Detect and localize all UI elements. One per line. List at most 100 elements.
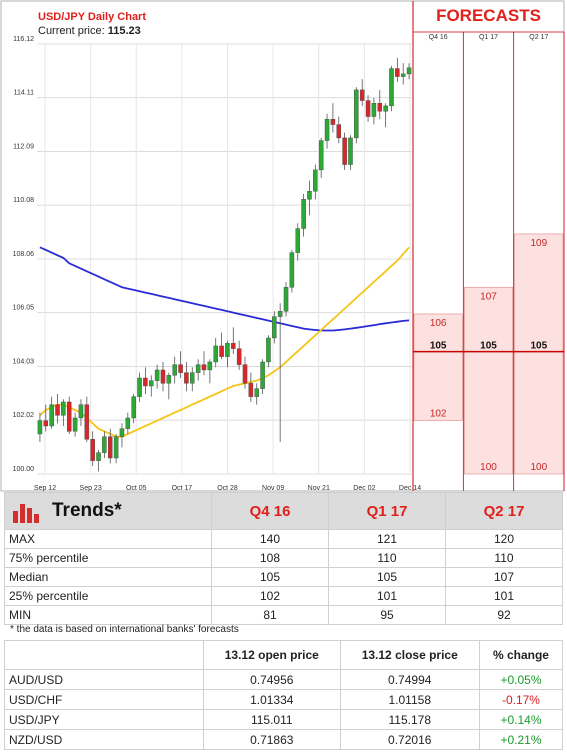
cell-value: 102 — [211, 586, 329, 606]
table-row: 25% percentile 102 101 101 — [4, 586, 563, 606]
table-row: 75% percentile 108 110 110 — [4, 548, 563, 568]
candle-body — [137, 377, 142, 397]
candle-body — [389, 68, 394, 107]
candle-body — [107, 436, 113, 459]
candle-body — [55, 404, 60, 416]
x-tick-label: Nov 21 — [308, 485, 330, 492]
candle-body — [395, 68, 400, 77]
percent-change: +0.14% — [478, 709, 564, 730]
candle-body — [406, 67, 412, 75]
candle-body — [184, 372, 189, 384]
x-tick-label: Dec 14 — [399, 485, 421, 492]
candle-body — [236, 348, 242, 365]
candle-body — [49, 404, 54, 427]
cell-value: 105 — [328, 567, 446, 587]
candle-body — [131, 396, 136, 419]
prices-corner-cell — [4, 640, 204, 670]
cell-value: 120 — [445, 529, 563, 549]
candle-body — [272, 316, 277, 339]
candle-body — [166, 375, 172, 384]
candle-body — [342, 137, 347, 165]
open-price: 0.71863 — [203, 729, 341, 750]
candle-body — [307, 191, 312, 200]
close-price: 0.74994 — [339, 669, 480, 690]
candle-body — [96, 452, 101, 461]
prices-table: 13.12 open price 13.12 close price % cha… — [4, 640, 564, 750]
candle-body — [90, 439, 95, 461]
candle-body — [383, 105, 388, 112]
row-label: MAX — [4, 529, 212, 549]
cell-value: 81 — [211, 605, 329, 625]
open-price: 1.01334 — [203, 689, 341, 710]
y-tick-label: 112.09 — [13, 144, 34, 151]
cell-value: 107 — [445, 567, 563, 587]
table-row: AUD/USD 0.74956 0.74994 +0.05% — [4, 669, 564, 690]
cell-value: 95 — [328, 605, 446, 625]
candle-body — [195, 364, 201, 373]
x-tick-label: Oct 28 — [217, 485, 238, 492]
candle-body — [330, 119, 336, 125]
pair-label: AUD/USD — [4, 669, 204, 690]
pair-label: USD/JPY — [4, 709, 204, 730]
candle-body — [154, 369, 160, 381]
y-tick-label: 102.02 — [13, 412, 35, 419]
candle-body — [365, 100, 371, 117]
forecast-upper-label: 109 — [530, 238, 547, 249]
candle-body — [219, 345, 224, 357]
candle-body — [37, 420, 43, 435]
cell-value: 121 — [328, 529, 446, 549]
chart-title: USD/JPY Daily Chart — [38, 11, 147, 23]
close-price: 115.178 — [339, 709, 480, 730]
row-label: 75% percentile — [4, 548, 212, 568]
candle-body — [313, 169, 318, 192]
candle-body — [225, 343, 230, 357]
candle-body — [400, 73, 406, 77]
row-label: 25% percentile — [4, 586, 212, 606]
candle-body — [84, 404, 90, 440]
table-row: USD/CHF 1.01334 1.01158 -0.17% — [4, 689, 564, 710]
cell-value: 110 — [445, 548, 563, 568]
forecast-range-box — [413, 313, 463, 421]
trends-title-cell: Trends* — [4, 492, 212, 530]
forecast-upper-label: 107 — [480, 291, 497, 302]
cell-value: 108 — [211, 548, 329, 568]
x-tick-label: Nov 09 — [262, 485, 284, 492]
table-row: Median 105 105 107 — [4, 567, 563, 587]
y-tick-label: 108.06 — [13, 251, 35, 258]
cell-value: 101 — [328, 586, 446, 606]
x-tick-label: Oct 17 — [172, 485, 193, 492]
candle-body — [190, 372, 195, 384]
candle-body — [266, 337, 271, 363]
candle-body — [242, 364, 248, 384]
forecast-column-header: Q2 17 — [529, 34, 548, 41]
candle-body — [248, 383, 254, 397]
current-price-label: Current price: — [38, 25, 105, 37]
x-tick-label: Dec 02 — [353, 485, 375, 492]
table-row: USD/JPY 115.011 115.178 +0.14% — [4, 709, 564, 730]
trends-table: Trends* Q4 16 Q1 17 Q2 17 MAX 140 121 12… — [4, 492, 563, 625]
candle-body — [336, 124, 342, 139]
trends-col-q1: Q1 17 — [328, 492, 446, 530]
prices-col-change: % change — [478, 640, 564, 670]
candle-body — [149, 380, 154, 387]
forecast-lower-label: 100 — [480, 462, 497, 473]
candle-body — [61, 401, 66, 416]
candle-body — [318, 140, 324, 171]
open-price: 115.011 — [203, 709, 341, 730]
candle-body — [359, 89, 365, 101]
candle-body — [113, 436, 119, 459]
candle-body — [324, 119, 330, 141]
footnote: * the data is based on international ban… — [10, 624, 239, 635]
candle-body — [301, 199, 306, 229]
forecasts-title: FORECASTS — [436, 6, 541, 25]
forecast-median-label: 105 — [480, 341, 497, 352]
forecast-range-box — [514, 233, 564, 475]
candle-body — [277, 311, 283, 317]
current-price-value: 115.23 — [107, 25, 141, 37]
cell-value: 101 — [445, 586, 563, 606]
x-tick-label: Sep 12 — [34, 485, 56, 492]
row-label: MIN — [4, 605, 212, 625]
forecast-range-box — [464, 286, 513, 475]
percent-change: -0.17% — [478, 689, 564, 710]
prices-header-row: 13.12 open price 13.12 close price % cha… — [4, 640, 564, 670]
